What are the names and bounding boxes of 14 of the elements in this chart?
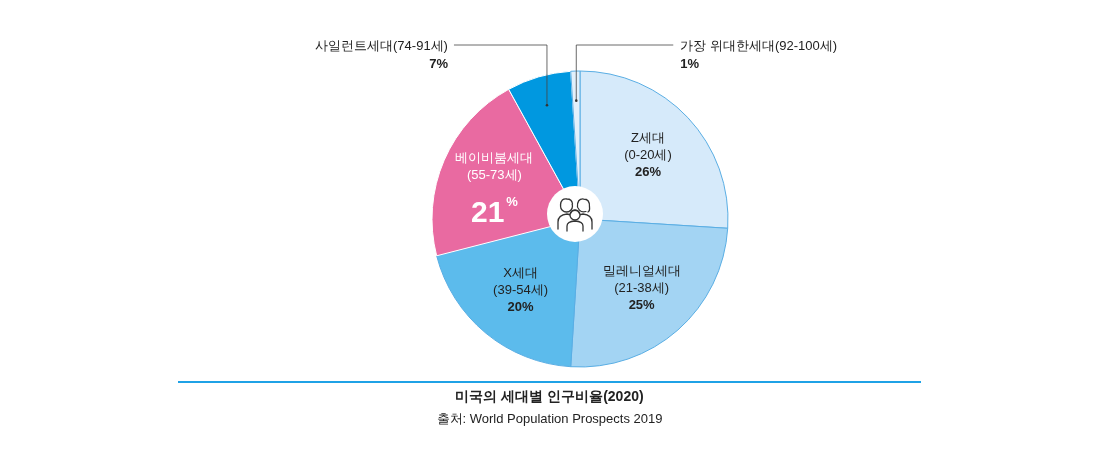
slice-label: 밀레니얼세대(21-38세) <box>602 263 681 296</box>
data-label: 26% <box>634 163 662 179</box>
data-label: 20% <box>507 299 535 315</box>
text: 미국의 세대별 인구비율(2020) <box>454 387 645 405</box>
slice-label: Z세대(0-20세) <box>624 129 672 162</box>
slice-label: 가장 위대한세대(92-100세) <box>680 38 838 53</box>
data-label: 21$^{%}$ <box>470 194 519 228</box>
data-label: 7% <box>429 56 449 71</box>
slice-label: X세대(39-54세) <box>493 265 549 298</box>
slice-label: 베이비붐세대(55-73세) <box>455 149 534 182</box>
data-label: 25% <box>628 297 656 313</box>
slice-label: 사일런트세대(74-91세) <box>315 38 448 53</box>
data-label: 1% <box>680 56 700 71</box>
source-note: 출처: World Population Prospects 2019 <box>435 410 664 428</box>
